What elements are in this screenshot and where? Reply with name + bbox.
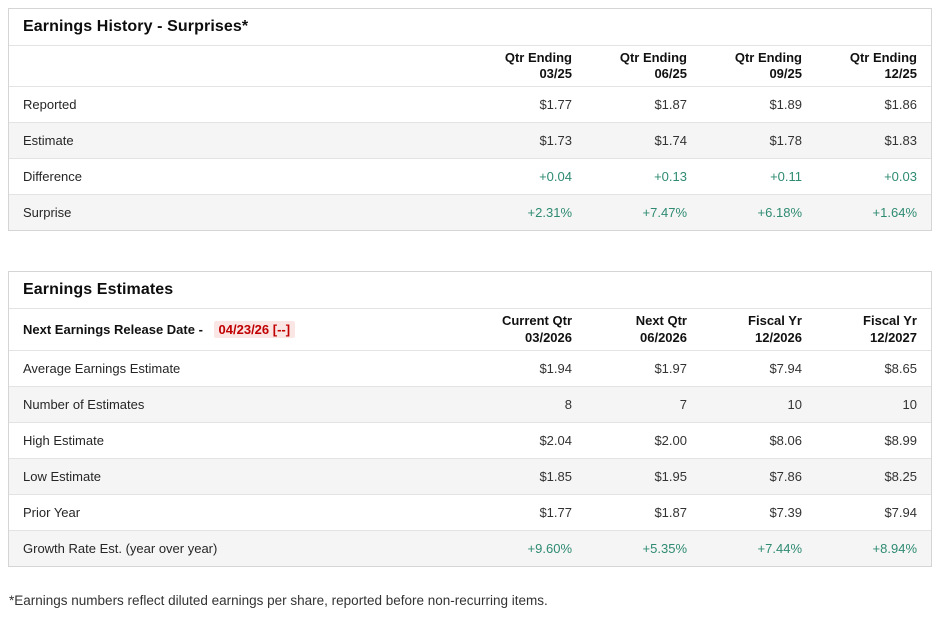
column-header-line2: 06/2026 — [640, 329, 687, 345]
row-label: High Estimate — [23, 433, 104, 448]
row-label: Surprise — [23, 205, 72, 220]
column-header-line2: 03/25 — [539, 66, 572, 81]
column-header-line2: 12/2027 — [870, 329, 917, 345]
column-header-current-qtr: Current Qtr 03/2026 — [457, 313, 572, 346]
column-header-line2: 12/2026 — [755, 329, 802, 345]
row-label: Difference — [23, 169, 83, 184]
cell-value: +9.60% — [527, 541, 572, 556]
row-label: Reported — [23, 97, 77, 112]
cell-value: $1.97 — [654, 361, 687, 376]
cell-value: 10 — [902, 397, 917, 412]
column-header-line2: 06/25 — [654, 66, 687, 81]
cell-value: 7 — [679, 397, 687, 412]
next-earnings-release: Next Earnings Release Date - 04/23/26 [-… — [23, 321, 457, 338]
cell-value: $2.04 — [539, 433, 572, 448]
cell-value: +5.35% — [642, 541, 687, 556]
column-header-line1: Fiscal Yr — [863, 313, 917, 329]
cell-value: +0.13 — [654, 169, 687, 184]
table-row-difference: Difference +0.04 +0.13 +0.11 +0.03 — [9, 158, 931, 194]
earnings-estimates-title: Earnings Estimates — [23, 281, 174, 298]
cell-value: +1.64% — [872, 205, 917, 220]
column-header-line1: Qtr Ending — [504, 49, 572, 65]
cell-value: $1.87 — [654, 97, 687, 112]
cell-value: $1.77 — [539, 97, 572, 112]
estimates-header-row: Next Earnings Release Date - 04/23/26 [-… — [9, 308, 931, 350]
cell-value: +0.11 — [770, 169, 802, 184]
column-header-line1: Qtr Ending — [734, 49, 802, 65]
table-row-surprise: Surprise +2.31% +7.47% +6.18% +1.64% — [9, 194, 931, 230]
earnings-footnote: *Earnings numbers reflect diluted earnin… — [9, 593, 548, 608]
cell-value: +7.47% — [642, 205, 687, 220]
cell-value: +7.44% — [757, 541, 802, 556]
cell-value: $1.86 — [884, 97, 917, 112]
cell-value: +6.18% — [757, 205, 802, 220]
cell-value: $8.06 — [769, 433, 802, 448]
column-header-line2: 12/25 — [884, 66, 917, 81]
cell-value: $8.99 — [884, 433, 917, 448]
column-header-next-qtr: Next Qtr 06/2026 — [572, 313, 687, 346]
cell-value: $1.89 — [769, 97, 802, 112]
cell-value: +8.94% — [872, 541, 917, 556]
cell-value: $8.65 — [884, 361, 917, 376]
cell-value: $8.25 — [884, 469, 917, 484]
row-label: Growth Rate Est. (year over year) — [23, 541, 218, 556]
table-row-average-estimate: Average Earnings Estimate $1.94 $1.97 $7… — [9, 350, 931, 386]
row-label: Number of Estimates — [23, 397, 145, 412]
column-header-line1: Next Qtr — [635, 313, 687, 329]
cell-value: $1.74 — [654, 133, 687, 148]
column-header-qtr-0925: Qtr Ending 09/25 — [687, 50, 802, 83]
release-date-label: Next Earnings Release Date - — [23, 322, 203, 337]
cell-value: $7.94 — [884, 505, 917, 520]
table-row-growth-rate: Growth Rate Est. (year over year) +9.60%… — [9, 530, 931, 566]
history-header-row: Qtr Ending 03/25 Qtr Ending 06/25 Qtr En… — [9, 45, 931, 86]
table-row-low-estimate: Low Estimate $1.85 $1.95 $7.86 $8.25 — [9, 458, 931, 494]
cell-value: $1.95 — [654, 469, 687, 484]
cell-value: $7.86 — [769, 469, 802, 484]
cell-value: $1.83 — [884, 133, 917, 148]
table-row-reported: Reported $1.77 $1.87 $1.89 $1.86 — [9, 86, 931, 122]
column-header-fiscal-yr-2026: Fiscal Yr 12/2026 — [687, 313, 802, 346]
cell-value: $1.85 — [539, 469, 572, 484]
row-label: Low Estimate — [23, 469, 102, 484]
cell-value: +2.31% — [527, 205, 572, 220]
cell-value: +0.04 — [539, 169, 572, 184]
earnings-estimates-panel: Earnings Estimates Next Earnings Release… — [8, 271, 932, 567]
column-header-qtr-0625: Qtr Ending 06/25 — [572, 50, 687, 83]
cell-value: $1.77 — [539, 505, 572, 520]
earnings-history-title: Earnings History - Surprises* — [23, 18, 249, 35]
column-header-fiscal-yr-2027: Fiscal Yr 12/2027 — [802, 313, 917, 346]
column-header-line1: Current Qtr — [501, 313, 572, 329]
cell-value: $1.73 — [539, 133, 572, 148]
cell-value: +0.03 — [884, 169, 917, 184]
column-header-qtr-0325: Qtr Ending 03/25 — [457, 50, 572, 83]
release-date-highlight: 04/23/26 [--] — [213, 321, 296, 338]
column-header-qtr-1225: Qtr Ending 12/25 — [802, 50, 917, 83]
column-header-line2: 03/2026 — [525, 329, 572, 345]
cell-value: 8 — [564, 397, 572, 412]
column-header-line1: Fiscal Yr — [748, 313, 802, 329]
table-row-estimate: Estimate $1.73 $1.74 $1.78 $1.83 — [9, 122, 931, 158]
cell-value: $1.78 — [769, 133, 802, 148]
cell-value: $7.94 — [769, 361, 802, 376]
row-label: Estimate — [23, 133, 74, 148]
row-label: Average Earnings Estimate — [23, 361, 181, 376]
row-label: Prior Year — [23, 505, 81, 520]
column-header-line1: Qtr Ending — [849, 49, 917, 65]
cell-value: $1.94 — [539, 361, 572, 376]
cell-value: $7.39 — [769, 505, 802, 520]
column-header-line2: 09/25 — [769, 66, 802, 81]
cell-value: $1.87 — [654, 505, 687, 520]
column-header-line1: Qtr Ending — [619, 49, 687, 65]
cell-value: $2.00 — [654, 433, 687, 448]
table-row-high-estimate: High Estimate $2.04 $2.00 $8.06 $8.99 — [9, 422, 931, 458]
table-row-prior-year: Prior Year $1.77 $1.87 $7.39 $7.94 — [9, 494, 931, 530]
cell-value: 10 — [787, 397, 802, 412]
earnings-history-panel: Earnings History - Surprises* Qtr Ending… — [8, 8, 932, 231]
table-row-number-of-estimates: Number of Estimates 8 7 10 10 — [9, 386, 931, 422]
